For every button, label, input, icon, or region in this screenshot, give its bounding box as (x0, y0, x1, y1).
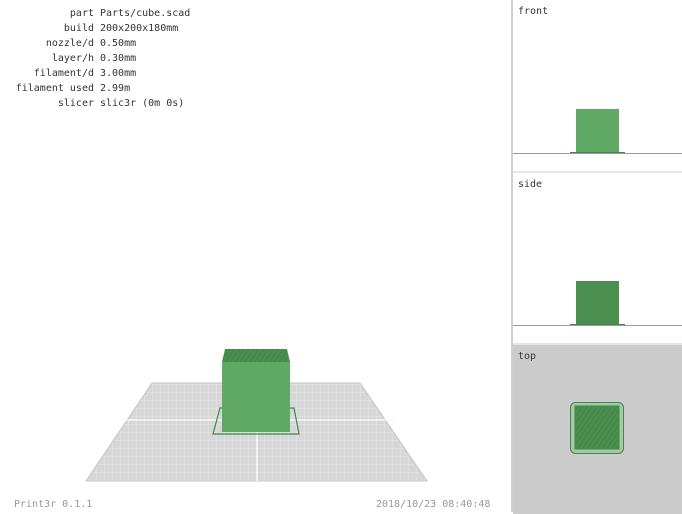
info-value: 200x200x180mm (100, 23, 179, 34)
front-view-pane[interactable]: front (513, 0, 682, 170)
front-model (576, 109, 619, 152)
side-model (576, 281, 619, 324)
info-label: build (63, 23, 94, 34)
top-view-label: top (518, 351, 537, 362)
info-value: Parts/cube.scad (100, 8, 191, 19)
info-row-build: build 200x200x180mm (6, 21, 190, 36)
info-value: slic3r (0m 0s) (100, 98, 185, 109)
timestamp: 2018/10/23 08:40:48 (376, 499, 491, 510)
print-info-panel: part Parts/cube.scad build 200x200x180mm n… (6, 6, 191, 111)
view-panel: front side top (511, 0, 682, 514)
info-label: nozzle/d (45, 38, 94, 49)
side-view-canvas (513, 281, 682, 326)
info-label: filament/d (33, 68, 94, 79)
front-view-label: front (518, 6, 549, 17)
info-row-nozzle: nozzle/d 0.50mm (6, 36, 190, 51)
side-view-pane[interactable]: side (513, 171, 682, 343)
front-view-canvas (513, 109, 682, 154)
info-label: filament used (15, 83, 94, 94)
info-label: layer/h (51, 53, 94, 64)
top-view-pane[interactable]: top (513, 343, 682, 514)
info-value: 3.00mm (100, 68, 137, 79)
build-plate-scene (85, 349, 428, 482)
info-value: 0.30mm (100, 53, 137, 64)
model-top-face (222, 349, 290, 362)
info-label: part (69, 8, 94, 19)
info-row-layer: layer/h 0.30mm (6, 51, 190, 66)
info-value: 2.99m (100, 83, 131, 94)
info-value: 0.50mm (100, 38, 137, 49)
top-view-canvas (570, 402, 624, 454)
info-row-filament-used: filament used 2.99m (6, 81, 190, 96)
app-version: Print3r 0.1.1 (14, 499, 93, 510)
info-row-slicer: slicer slic3r (0m 0s) (6, 96, 190, 111)
info-label: slicer (57, 98, 94, 109)
main-3d-view[interactable]: part Parts/cube.scad build 200x200x180mm n… (0, 0, 512, 512)
side-view-label: side (518, 179, 543, 190)
top-model (574, 405, 620, 450)
model-front-face (222, 362, 290, 432)
info-row-filament-diameter: filament/d 3.00mm (6, 66, 190, 81)
info-row-part: part Parts/cube.scad (6, 6, 190, 21)
